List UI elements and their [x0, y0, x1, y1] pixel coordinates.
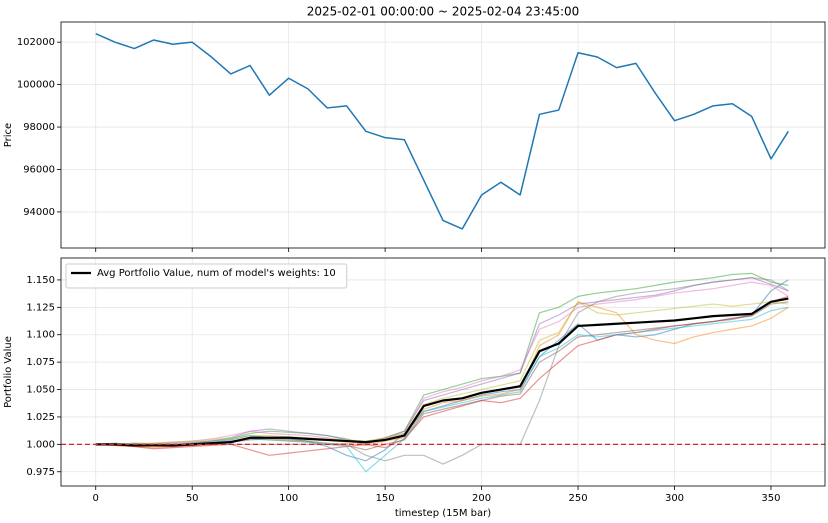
series-line: [95, 301, 789, 451]
legend-frame: [65, 263, 348, 289]
series-line: [95, 301, 789, 445]
x-tick-label: 100: [279, 493, 298, 504]
series-line: [95, 32, 789, 230]
y-tick-label: 102000: [17, 37, 55, 48]
y-axis-label: Portfolio Value: [3, 336, 14, 408]
axes-frame: [60, 257, 826, 487]
series-line: [95, 281, 789, 445]
x-tick-label: 50: [186, 493, 199, 504]
legend: Avg Portfolio Value, num of model's weig…: [65, 263, 348, 289]
y-tick-label: 1.025: [26, 412, 55, 423]
x-axis-label: timestep (15M bar): [395, 508, 491, 519]
series-line: [95, 277, 789, 445]
series-line: [95, 301, 789, 449]
plot-area: [95, 272, 789, 473]
legend-label: Avg Portfolio Value, num of model's weig…: [97, 268, 336, 279]
y-tick-label: 1.100: [26, 330, 55, 341]
y-tick-label: 1.000: [26, 439, 55, 450]
y-axis-label: Price: [3, 123, 14, 147]
axes-frame: [60, 21, 826, 249]
plot-area: [95, 32, 789, 230]
series-line: [95, 297, 789, 447]
series-line: [95, 272, 789, 445]
x-tick-label: 250: [569, 493, 588, 504]
x-tick-label: 150: [376, 493, 395, 504]
y-tick-label: 98000: [23, 122, 55, 133]
chart-title: 2025-02-01 00:00:00 ~ 2025-02-04 23:45:0…: [307, 5, 580, 19]
y-tick-label: 1.125: [26, 302, 55, 313]
y-tick-label: 1.075: [26, 357, 55, 368]
y-tick-label: 94000: [23, 207, 55, 218]
x-tick-label: 350: [761, 493, 780, 504]
series-line: [95, 277, 789, 465]
x-tick-label: 300: [665, 493, 684, 504]
y-tick-label: 1.050: [26, 385, 55, 396]
y-tick-label: 1.150: [26, 275, 55, 286]
y-tick-label: 0.975: [26, 467, 55, 478]
y-tick-label: 100000: [17, 80, 55, 91]
x-tick-label: 0: [93, 493, 99, 504]
y-tick-label: 96000: [23, 164, 55, 175]
x-tick-label: 200: [472, 493, 491, 504]
